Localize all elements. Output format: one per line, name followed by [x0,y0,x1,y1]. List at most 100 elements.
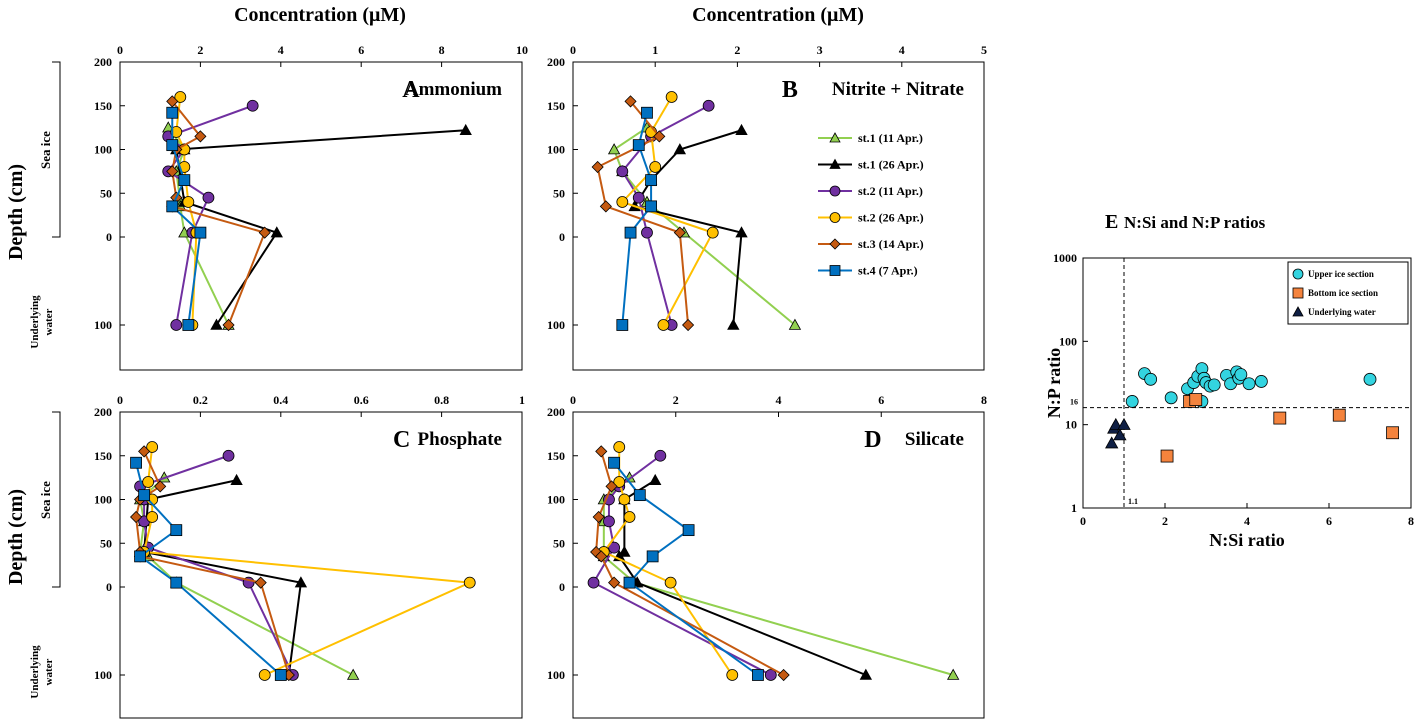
series-legend: st.1 (11 Apr.) st.1 (26 Apr.) st.2 (11 Apr… [818,131,924,278]
ratio-point [1386,426,1399,440]
ratio-legend-marker [1292,287,1304,299]
panel-letter: D [864,427,881,453]
legend-label: st.1 (11 Apr.) [858,131,923,145]
data-point [146,511,159,523]
data-point [764,669,777,681]
data-point [170,576,183,589]
panel-letter: E [1105,211,1118,233]
x-tick-label: 4 [776,393,782,407]
data-point [624,226,637,239]
data-point [270,226,283,238]
ref-label-x: 1.1 [1128,497,1138,506]
data-point [142,476,155,488]
data-point [154,480,167,493]
data-point [603,515,615,528]
data-point [595,445,608,458]
x-tick-label: 1 [519,393,525,407]
ratio-point [1189,393,1203,406]
series-line [175,129,466,326]
series-line [143,479,303,676]
data-point [170,524,183,537]
x-tick-label: 5 [981,43,987,57]
concentration-label-left: Concentration (μM) [234,4,406,26]
x-tick-label: 10 [516,43,528,57]
data-point [170,126,183,138]
legend-label: st.4 (7 Apr.) [858,264,918,278]
x-tick-label: 0.4 [273,393,288,407]
data-point [194,130,207,143]
series-line [612,126,796,326]
data-point [649,161,662,173]
data-point [459,123,472,136]
y-tick-label: 10 [1065,418,1077,432]
panel-silicate: 0 2 4 6 8 200 150 100 50 0 100 Silicate D [547,393,987,719]
data-point [587,576,600,589]
series-line [621,104,710,326]
data-point [613,441,626,453]
panel-title: Ammonium [405,79,502,100]
ratio-point [1117,417,1131,430]
data-point [645,200,657,213]
data-point [222,318,235,332]
data-point [623,576,636,589]
ratio-legend-label: Upper ice section [1308,269,1374,279]
data-point [274,669,287,681]
y-tick-label: 200 [94,405,112,419]
ratio-point [1207,378,1221,392]
x-tick-label: 2 [1162,514,1168,528]
plot-frame [119,411,523,719]
depth-label-top: Depth (cm) [5,164,27,260]
ratio-point [1160,449,1174,463]
data-point [735,123,748,136]
data-point [633,489,646,502]
legend-marker [829,212,841,223]
ratio-point [1109,417,1123,430]
data-point [608,541,620,554]
x-tick-label: 1 [652,43,658,57]
legend-label: st.1 (26 Apr.) [858,158,924,172]
sea-ice-bracket-bottom [52,411,61,588]
data-point [463,576,476,589]
x-tick-label: 0.2 [193,393,208,407]
legend-label: st.2 (11 Apr.) [858,184,923,198]
y-tick-label: 150 [547,99,565,113]
data-point [230,473,243,486]
data-point [138,445,151,458]
data-point [608,576,621,589]
y-tick-label: 1000 [1053,251,1077,265]
sea-ice-label-bottom: Sea ice [38,481,53,519]
series-line [617,479,867,676]
y-tick-label: 100 [94,318,112,332]
data-point [616,196,629,208]
x-tick-label: 0 [1080,514,1086,528]
plot-frame [572,61,985,371]
y-tick-label: 150 [94,449,112,463]
data-point [258,669,271,681]
x-tick-label: 0 [117,393,123,407]
ratio-point [1363,372,1377,386]
underlying-label-bottom-1: Underlying [29,645,41,699]
data-point [294,576,308,588]
ratio-point [1332,408,1346,422]
ratio-legend-label: Underlying water [1308,307,1376,317]
panel-phosphate: 0 0.2 0.4 0.6 0.8 1 200 150 100 50 0 100 Phosphate C [94,393,525,719]
y-tick-label: 100 [94,668,112,682]
data-point [202,191,215,204]
data-point [664,576,677,589]
y-tick-label: 0 [106,580,112,594]
data-point [178,174,191,187]
ref-label-y: 16 [1070,398,1078,407]
x-tick-label: 8 [439,43,445,57]
data-point [346,668,360,680]
ratio-point [1234,368,1248,381]
x-tick-label: 0 [570,43,576,57]
panel-title: Phosphate [418,429,502,450]
data-point [735,226,748,238]
data-point [166,106,179,119]
ratio-legend-marker [1292,306,1304,317]
legend-marker [829,238,841,250]
data-point [946,668,960,680]
x-tick-label: 6 [358,43,364,57]
